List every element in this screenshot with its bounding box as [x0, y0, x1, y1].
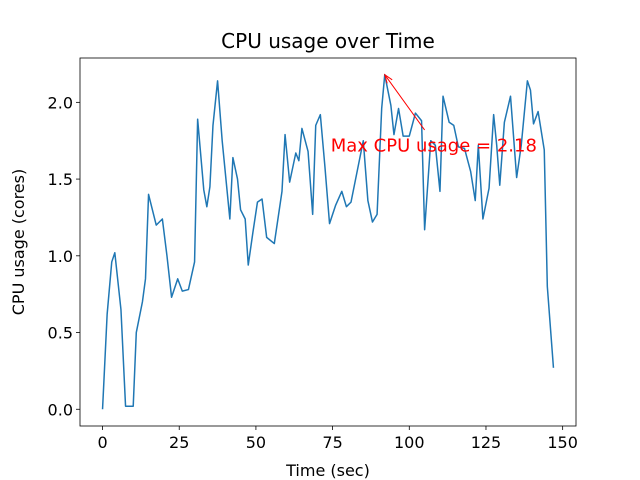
x-tick-label: 125 [471, 433, 502, 452]
x-axis-label: Time (sec) [285, 461, 370, 480]
annotation-text: Max CPU usage = 2.18 [331, 135, 537, 156]
plot-frame [79, 57, 577, 427]
y-axis-label: CPU usage (cores) [9, 169, 28, 315]
y-tick-label: 1.5 [48, 170, 73, 189]
annotation-arrowhead [383, 73, 393, 84]
x-tick-label: 100 [394, 433, 425, 452]
y-tick-label: 2.0 [48, 93, 73, 112]
y-tick-label: 0.0 [48, 400, 73, 419]
y-tick-label: 1.0 [48, 247, 73, 266]
x-tick-label: 25 [169, 433, 189, 452]
y-tick-label: 0.5 [48, 324, 73, 343]
data-line [101, 73, 555, 410]
x-tick-label: 0 [97, 433, 107, 452]
x-tick-label: 150 [547, 433, 578, 452]
chart-title: CPU usage over Time [221, 29, 435, 53]
x-tick-label: 75 [322, 433, 342, 452]
annotation-arrow [384, 74, 426, 131]
x-tick-label: 50 [246, 433, 266, 452]
